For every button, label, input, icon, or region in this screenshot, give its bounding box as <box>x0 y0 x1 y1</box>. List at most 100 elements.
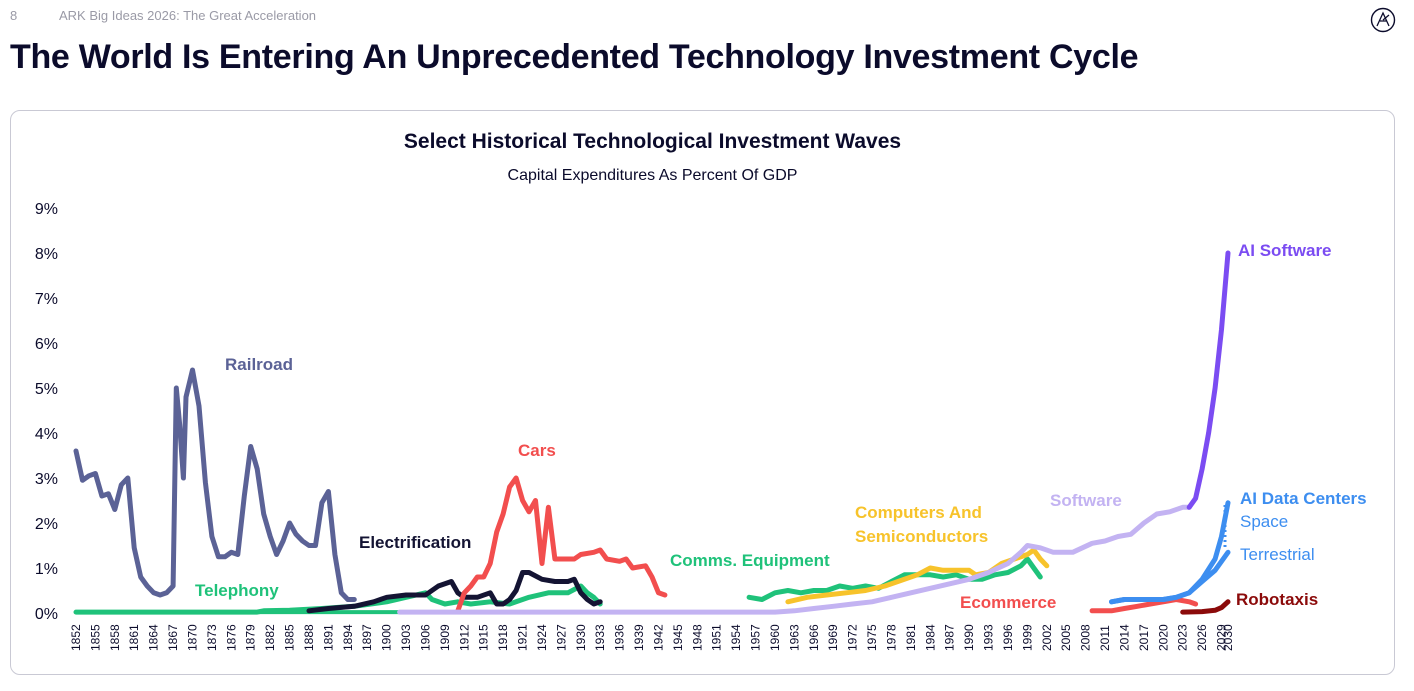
x-tick-label: 1927 <box>554 624 568 651</box>
x-tick-label: 1954 <box>729 624 743 651</box>
x-tick-label: 1999 <box>1020 624 1034 651</box>
x-tick-label: 1882 <box>263 624 277 651</box>
x-tick-label: 1915 <box>477 624 491 651</box>
chart-card <box>10 110 1395 675</box>
x-tick-label: 1855 <box>88 624 102 651</box>
x-tick-label: 1867 <box>166 624 180 651</box>
series-line-ai-data-centers-space <box>1109 500 1231 605</box>
series-line-cars <box>455 475 668 614</box>
x-tick-label: 1957 <box>749 624 763 651</box>
x-tick-label: 2030 <box>1221 624 1235 651</box>
series-line-computers-and-semiconductors <box>785 547 1050 605</box>
x-tick-label: 1960 <box>768 624 782 651</box>
label-computers-line1: Computers And <box>855 503 982 522</box>
x-tick-label: 1924 <box>535 624 549 651</box>
page-number: 8 <box>10 8 18 23</box>
y-tick-label: 0% <box>35 606 58 623</box>
x-tick-label: 1936 <box>613 624 627 651</box>
x-tick-label: 1966 <box>807 624 821 651</box>
x-tick-label: 1975 <box>865 624 879 651</box>
x-tick-label: 1978 <box>884 624 898 651</box>
x-tick-label: 1945 <box>671 624 685 651</box>
x-tick-label: 1906 <box>418 624 432 651</box>
x-tick-label: 1894 <box>341 624 355 651</box>
x-tick-label: 1858 <box>108 624 122 651</box>
x-tick-label: 2020 <box>1156 624 1170 651</box>
chart-title: Select Historical Technological Investme… <box>403 130 902 153</box>
x-tick-label: 1876 <box>224 624 238 651</box>
ark-logo-icon <box>1370 7 1396 33</box>
x-tick-label: 1864 <box>147 624 161 651</box>
x-tick-label: 1984 <box>923 624 937 651</box>
x-tick-label: 1993 <box>982 624 996 651</box>
y-tick-label: 8% <box>35 246 58 263</box>
label-computers-line2: Semiconductors <box>855 527 988 546</box>
x-tick-label: 2011 <box>1098 625 1112 651</box>
x-tick-label: 1870 <box>185 624 199 651</box>
label-software: Software <box>1050 491 1122 510</box>
label-electrification: Electrification <box>359 533 471 552</box>
x-tick-label: 1981 <box>904 624 918 651</box>
label-ai-software: AI Software <box>1238 241 1332 260</box>
y-tick-label: 9% <box>35 201 58 218</box>
x-tick-label: 1951 <box>710 624 724 651</box>
label-telephony: Telephony <box>195 581 279 600</box>
x-tick-label: 1990 <box>962 624 976 651</box>
series-labels: Railroad Telephony Electrification Cars Comm… <box>195 241 1367 612</box>
y-tick-label: 6% <box>35 336 58 353</box>
y-tick-label: 2% <box>35 516 58 533</box>
label-railroad: Railroad <box>225 355 293 374</box>
x-tick-label: 1885 <box>283 624 297 651</box>
x-tick-label: 1921 <box>516 624 530 651</box>
label-cars: Cars <box>518 441 556 460</box>
x-tick-label: 1969 <box>826 624 840 651</box>
deck-title: ARK Big Ideas 2026: The Great Accelerati… <box>59 8 317 23</box>
x-tick-label: 2005 <box>1059 624 1073 651</box>
y-axis: 0% 1% 2% 3% 4% 5% 6% 7% 8% 9% <box>35 201 58 623</box>
series-line-telephony <box>73 583 603 615</box>
x-tick-label: 1888 <box>302 624 316 651</box>
series-line-comms-equipment <box>746 556 1043 602</box>
y-tick-label: 5% <box>35 381 58 398</box>
x-tick-label: 1972 <box>846 624 860 651</box>
x-tick-label: 1939 <box>632 624 646 651</box>
x-tick-label: 1879 <box>244 624 258 651</box>
x-tick-label: 1918 <box>496 624 510 651</box>
x-tick-label: 1996 <box>1001 624 1015 651</box>
x-tick-label: 1987 <box>943 624 957 651</box>
label-ai-data-centers: AI Data Centers <box>1240 489 1367 508</box>
x-tick-label: 1897 <box>360 624 374 651</box>
x-tick-label: 2029 <box>1215 624 1229 651</box>
x-tick-label: 1963 <box>787 624 801 651</box>
x-tick-label: 1903 <box>399 624 413 651</box>
x-tick-label: 2017 <box>1137 624 1151 651</box>
y-tick-label: 4% <box>35 426 58 443</box>
x-tick-label: 2008 <box>1079 624 1093 651</box>
x-tick-label: 2002 <box>1040 624 1054 651</box>
y-tick-label: 1% <box>35 561 58 578</box>
slide-title: The World Is Entering An Unprecedented T… <box>10 38 1139 76</box>
x-tick-label: 2023 <box>1176 624 1190 651</box>
series-line-electrification <box>306 570 603 614</box>
x-tick-label: 1912 <box>457 624 471 651</box>
series-line-ecommerce <box>1089 597 1199 614</box>
series-line-robotaxis <box>1180 599 1231 615</box>
series-line-railroad <box>73 367 357 602</box>
x-tick-label: 1861 <box>127 624 141 651</box>
series-line-ai-software <box>1186 250 1231 510</box>
x-tick-label: 1942 <box>651 624 665 651</box>
x-tick-label: 1900 <box>380 624 394 651</box>
x-tick-label: 1873 <box>205 624 219 651</box>
label-ai-dc-space: Space <box>1240 512 1288 531</box>
series-line-software <box>397 504 1192 615</box>
x-tick-label: 1852 <box>69 624 83 651</box>
x-axis: 1852 1855 1858 1861 1864 1867 1870 1873 1876 1879… <box>69 624 1235 651</box>
x-tick-label: 1933 <box>593 624 607 651</box>
chart-subtitle: Capital Expenditures As Percent Of GDP <box>507 167 798 184</box>
series-lines <box>73 250 1231 615</box>
series-line-ai-data-centers-terrestrial <box>1109 549 1231 605</box>
label-ecommerce: Ecommerce <box>960 593 1056 612</box>
y-tick-label: 7% <box>35 291 58 308</box>
label-robotaxis: Robotaxis <box>1236 590 1318 609</box>
